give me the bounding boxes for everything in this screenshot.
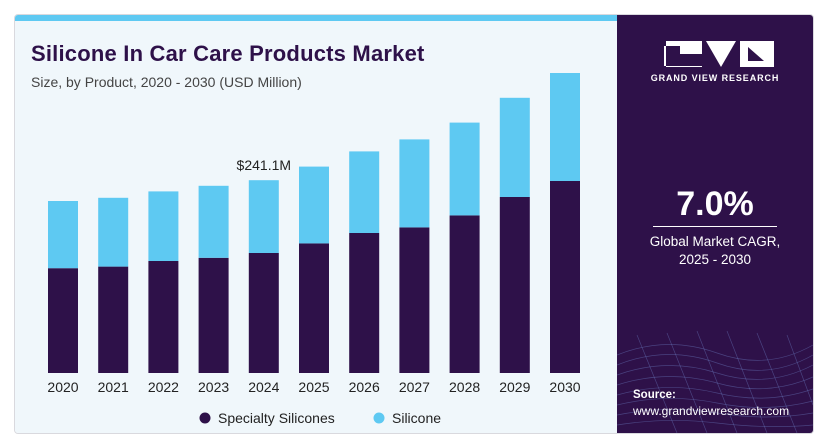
bar-specialty-silicones-2030 [550,181,580,373]
x-tick-label: 2020 [47,379,78,395]
x-tick-label: 2022 [148,379,179,395]
bar-specialty-silicones-2022 [148,261,179,373]
cagr-label: Global Market CAGR, 2025 - 2030 [617,233,813,269]
report-card: 2020 2021 2022 2023 2024 $241.1M 2025 2026 2027 2… [14,14,814,434]
bar-silicone-2027 [399,139,430,228]
bar-silicone-2022 [148,191,179,261]
chart-panel: 2020 2021 2022 2023 2024 $241.1M 2025 2026 2027 2… [15,21,617,433]
x-tick-label: 2029 [499,379,530,395]
legend-label-specialty-silicones: Specialty Silicones [218,410,335,426]
x-tick-label: 2026 [349,379,380,395]
chart-canvas: 2020 2021 2022 2023 2024 $241.1M 2025 2026 2027 2… [47,73,581,426]
bar-specialty-silicones-2026 [349,233,380,373]
brand-name: GRAND VIEW RESEARCH [650,73,780,83]
gvr-logo-icon [664,41,774,67]
x-tick-label: 2027 [399,379,430,395]
bar-specialty-silicones-2025 [299,243,329,373]
x-tick-label: 2023 [198,379,229,395]
bar-specialty-silicones-2020 [48,268,78,373]
bar-specialty-silicones-2029 [499,197,530,373]
x-tick-label: 2025 [298,379,329,395]
cagr-label-line2: 2025 - 2030 [678,252,752,267]
bar-specialty-silicones-2027 [399,227,430,373]
legend-swatch-specialty-silicones [199,412,211,424]
chart-title: Silicone In Car Care Products Market [31,41,425,66]
x-tick-label: 2028 [449,379,480,395]
x-tick-label: 2024 [248,379,279,395]
bar-silicone-2024 [248,180,279,253]
bar-silicone-2025 [299,166,329,244]
cagr-value: 7.0% [676,185,754,223]
x-tick-label: 2021 [98,379,129,395]
chart-subtitle: Size, by Product, 2020 - 2030 (USD Milli… [31,74,302,90]
legend-label-silicone: Silicone [392,410,441,426]
bar-silicone-2021 [98,197,129,267]
cagr-divider [653,226,777,227]
bar-silicone-2029 [499,97,530,197]
cagr-label-line1: Global Market CAGR, [649,234,781,249]
bar-specialty-silicones-2024 [248,253,279,373]
bar-specialty-silicones-2021 [98,266,129,373]
bar-silicone-2020 [48,201,78,269]
bar-silicone-2023 [198,185,229,258]
bar-specialty-silicones-2028 [449,215,480,373]
sidebar: GRAND VIEW RESEARCH 7.0% Global Market C… [617,15,813,433]
accent-bar [15,15,617,21]
wave-pattern-icon [617,330,813,433]
x-tick-label: 2030 [549,379,580,395]
data-label-2024: $241.1M [237,157,291,173]
bar-silicone-2030 [550,73,580,181]
bar-silicone-2028 [449,122,480,216]
bar-specialty-silicones-2023 [198,257,229,373]
bar-silicone-2026 [349,151,380,233]
source-link[interactable]: www.grandviewresearch.com [633,404,790,418]
source-label: Source: [633,389,676,401]
legend-swatch-silicone [373,412,385,424]
